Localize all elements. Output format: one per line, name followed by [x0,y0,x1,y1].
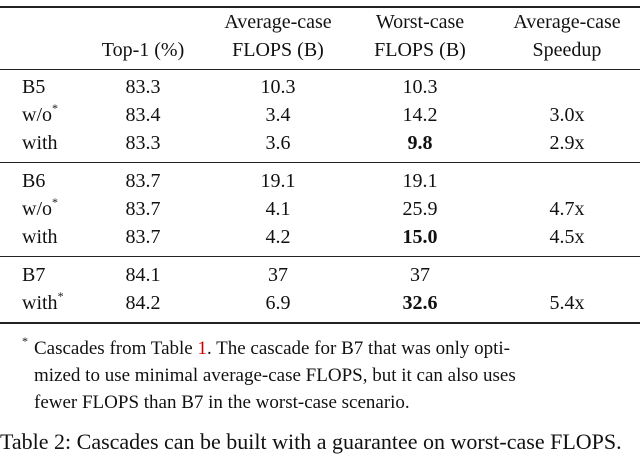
footnote-line: mized to use minimal average-case FLOPS,… [34,365,516,386]
table-rule [0,256,640,257]
cell: 9.8 [408,131,433,155]
cell: 4.2 [266,225,291,249]
cell: 3.4 [266,103,291,127]
row-label-mark: * [52,101,58,115]
cell-text: 10.3 [260,76,296,98]
cell: 37 [410,263,430,287]
cell-text: 14.2 [402,104,438,126]
cell-text: 4.7x [549,198,585,220]
table-rule [0,69,640,70]
cell: 19.1 [261,169,296,193]
cell-text: 83.4 [125,104,161,126]
header-cell: Worst-case [375,11,465,33]
table-rule [0,6,640,8]
cell: 3.0x [550,103,585,127]
cell: 32.6 [403,291,438,315]
row-label-text: w/o [22,198,52,220]
cell: 10.3 [261,75,296,99]
cell-text: 19.1 [402,170,438,192]
header-cell: Speedup [532,39,602,61]
cell-text: 3.0x [549,104,585,126]
cell-text: 37 [268,264,288,286]
table-rule [0,322,640,324]
cell: 6.9 [266,291,291,315]
footnote-line: fewer FLOPS than B7 in the worst-case sc… [34,392,410,413]
cell-text: 83.3 [125,76,161,98]
row-label-text: B6 [22,170,46,192]
cell-text: 3.4 [265,104,291,126]
cell: 4.7x [550,197,585,221]
cell: 5.4x [550,291,585,315]
cell-text: 3.6 [265,132,291,154]
cell: 83.7 [126,197,161,221]
footnote-mark: * [22,334,28,348]
header-cell: FLOPS (B) [374,39,466,61]
cell-text: 19.1 [260,170,296,192]
cell: 14.2 [403,103,438,127]
footnote-text: Cascades from Table [34,338,198,359]
cell-text: 83.7 [125,170,161,192]
cell: 4.1 [266,197,291,221]
row-label-text: with [22,226,58,248]
row-label-text: w/o [22,104,52,126]
row-label-mark: * [57,289,64,303]
row-label: B6 [22,169,45,193]
row-label: with [22,131,58,155]
table-rule [0,162,640,163]
header-cell: Top-1 (%) [101,39,185,61]
cell-text: 6.9 [265,292,291,314]
row-label: with [22,225,58,249]
cell-text: 4.5x [549,226,585,248]
header-cell: Average-case [513,11,621,33]
cell: 37 [268,263,288,287]
cell-text: 83.7 [125,198,161,220]
cell-text: 84.1 [125,264,161,286]
cell-text: 37 [410,264,430,286]
row-label-text: B7 [22,264,46,286]
cell: 15.0 [403,225,438,249]
cell-text: 32.6 [402,292,438,314]
cell-text: 9.8 [407,132,433,154]
cell: 19.1 [403,169,438,193]
cell: 83.7 [126,169,161,193]
row-label-text: with [22,292,58,314]
row-label-text: with [22,132,58,154]
cell-text: 15.0 [402,226,438,248]
cell-text: 5.4x [549,292,585,314]
cell-text: 83.3 [125,132,161,154]
cell-text: 10.3 [402,76,438,98]
cell: 25.9 [403,197,438,221]
cell: 10.3 [403,75,438,99]
cell: 84.1 [126,263,161,287]
cell-text: 25.9 [402,198,438,220]
cell-text: 4.2 [265,226,291,248]
cell-text: 4.1 [265,198,291,220]
caption: Table 2: Cascades can be built with a gu… [0,429,622,454]
cell: 83.3 [126,75,161,99]
cell: 83.3 [126,131,161,155]
row-label: w/o* [22,101,58,127]
cell-text: 83.7 [125,226,161,248]
cell: 2.9x [550,131,585,155]
footnote-line: * Cascades from Table 1. The cascade for … [22,334,511,361]
row-label-text: B5 [22,76,46,98]
row-label: B7 [22,263,45,287]
row-label-mark: * [52,195,58,209]
header-cell: Average-case [224,11,332,33]
cell: 84.2 [126,291,161,315]
cell: 3.6 [266,131,291,155]
row-label: B5 [22,75,45,99]
cell: 83.7 [126,225,161,249]
cell-text: 84.2 [125,292,161,314]
cell: 83.4 [126,103,161,127]
row-label: with* [22,289,64,315]
cell: 4.5x [550,225,585,249]
header-cell: FLOPS (B) [232,39,324,61]
row-label: w/o* [22,195,58,221]
footnote-ref: 1 [197,338,207,359]
cell-text: 2.9x [549,132,585,154]
footnote-text: . The cascade for B7 that was only opti- [206,338,511,359]
